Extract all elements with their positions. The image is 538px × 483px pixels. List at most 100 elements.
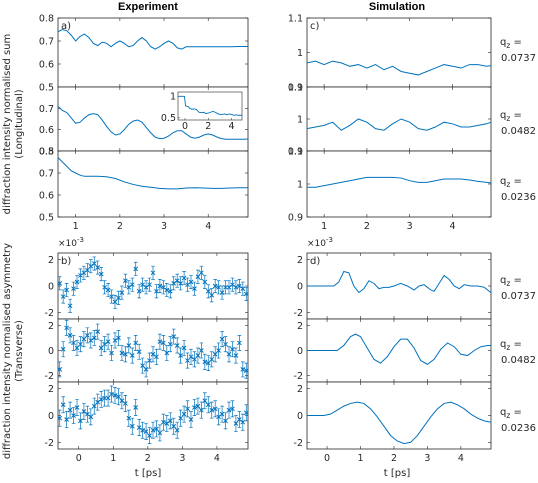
data-point bbox=[71, 413, 76, 418]
data-point bbox=[136, 349, 142, 355]
data-point bbox=[243, 410, 249, 416]
data-point bbox=[123, 278, 128, 284]
data-point bbox=[171, 423, 177, 429]
series-line bbox=[57, 28, 248, 50]
data-point bbox=[226, 351, 232, 357]
data-point bbox=[67, 407, 73, 413]
data-point bbox=[174, 278, 180, 284]
xtick-label: 2 bbox=[364, 221, 370, 232]
data-point bbox=[67, 303, 73, 309]
title-experiment: Experiment bbox=[118, 1, 178, 13]
data-point bbox=[143, 367, 149, 372]
inset-frame bbox=[177, 91, 243, 121]
qz-label: qz = 0.0236 bbox=[500, 407, 536, 434]
ytick-label: 0 bbox=[297, 282, 303, 293]
data-point bbox=[150, 270, 156, 276]
panel-exp-asym-0737: -2 0 2 b) bbox=[45, 252, 249, 320]
data-point bbox=[119, 350, 125, 356]
data-point bbox=[161, 340, 166, 346]
data-point bbox=[140, 427, 145, 433]
ylabel-bottom-line1: diffraction intensity normalised asymmet… bbox=[2, 243, 13, 459]
data-point bbox=[205, 288, 211, 294]
data-point bbox=[185, 406, 190, 412]
data-point bbox=[116, 295, 121, 301]
data-point bbox=[85, 267, 90, 273]
data-point bbox=[98, 397, 104, 402]
data-point bbox=[233, 421, 239, 426]
ytick-label: 0.7 bbox=[39, 169, 54, 180]
data-point bbox=[85, 411, 90, 417]
data-point bbox=[216, 348, 221, 353]
data-point bbox=[212, 351, 218, 357]
data-point bbox=[150, 351, 156, 357]
data-point bbox=[230, 346, 235, 352]
ytick-label: 0 bbox=[297, 346, 303, 357]
data-point bbox=[223, 341, 228, 347]
ytick-label: 0.5 bbox=[39, 147, 54, 158]
data-point bbox=[171, 334, 177, 339]
data-point bbox=[133, 405, 139, 410]
qz-value: 0.0482 bbox=[501, 126, 536, 137]
data-point bbox=[167, 418, 173, 424]
xlabel-left: t [ps] bbox=[135, 468, 162, 479]
data-point bbox=[212, 406, 218, 412]
inset-xtick-label: 4 bbox=[229, 121, 235, 132]
ytick-label: 0.6 bbox=[39, 125, 54, 136]
data-point bbox=[178, 353, 183, 358]
data-point bbox=[223, 284, 228, 290]
data-point bbox=[78, 418, 83, 424]
data-point bbox=[216, 284, 221, 290]
ytick-label: 1 bbox=[297, 180, 303, 191]
xtick-label: 1 bbox=[110, 453, 116, 464]
panel-frame bbox=[57, 150, 249, 218]
data-point bbox=[181, 275, 187, 281]
data-point bbox=[129, 423, 135, 429]
data-point bbox=[64, 325, 69, 331]
data-point bbox=[216, 414, 221, 420]
xtick-label: 2 bbox=[391, 453, 397, 464]
ytick-label: 0.6 bbox=[39, 60, 54, 71]
inset-ytick-label: 0.5 bbox=[161, 113, 176, 124]
ytick-label: 0.7 bbox=[39, 104, 54, 115]
qz-name: qz = bbox=[500, 110, 522, 123]
ytick-label: 1 bbox=[297, 48, 303, 59]
data-point bbox=[60, 346, 66, 352]
data-point bbox=[181, 345, 187, 351]
data-point bbox=[109, 391, 114, 397]
xlabel-right: t [ps] bbox=[384, 468, 411, 479]
ytick-label: -2 bbox=[45, 308, 54, 319]
xtick-label: 2 bbox=[145, 453, 151, 464]
data-point bbox=[105, 395, 111, 401]
data-point bbox=[119, 290, 125, 295]
data-point bbox=[192, 356, 197, 362]
data-point bbox=[57, 281, 63, 286]
data-point bbox=[143, 284, 149, 290]
panel-frame bbox=[306, 252, 492, 320]
ytick-label: -2 bbox=[294, 371, 303, 382]
xtick-label: 1 bbox=[358, 453, 364, 464]
data-point bbox=[202, 398, 208, 404]
ytick-label: 2 bbox=[297, 321, 303, 332]
series-line bbox=[57, 105, 249, 140]
data-point bbox=[240, 286, 246, 291]
panel-sim-asym-0482: -2 0 2 bbox=[294, 318, 492, 383]
data-point bbox=[161, 419, 166, 425]
panel-frame bbox=[306, 86, 492, 152]
xtick-label: 3 bbox=[179, 453, 185, 464]
ytick-label: 2 bbox=[297, 255, 303, 266]
data-point bbox=[98, 271, 104, 277]
data-point bbox=[230, 282, 235, 288]
data-point bbox=[136, 425, 142, 430]
data-point bbox=[147, 358, 152, 363]
inset-ytick-label: 1 bbox=[170, 91, 176, 102]
qz-label: qz = 0.0236 bbox=[500, 176, 536, 203]
data-point bbox=[112, 299, 118, 305]
data-point bbox=[161, 284, 166, 290]
ytick-label: 2 bbox=[297, 384, 303, 395]
panel-sim-sum-0236: 0.9 1 1.1 1 2 3 4 bbox=[288, 147, 492, 232]
xtick-label: 2 bbox=[117, 221, 123, 232]
data-point bbox=[188, 354, 194, 360]
data-point bbox=[230, 406, 235, 412]
ytick-label: 0.5 bbox=[39, 213, 54, 224]
